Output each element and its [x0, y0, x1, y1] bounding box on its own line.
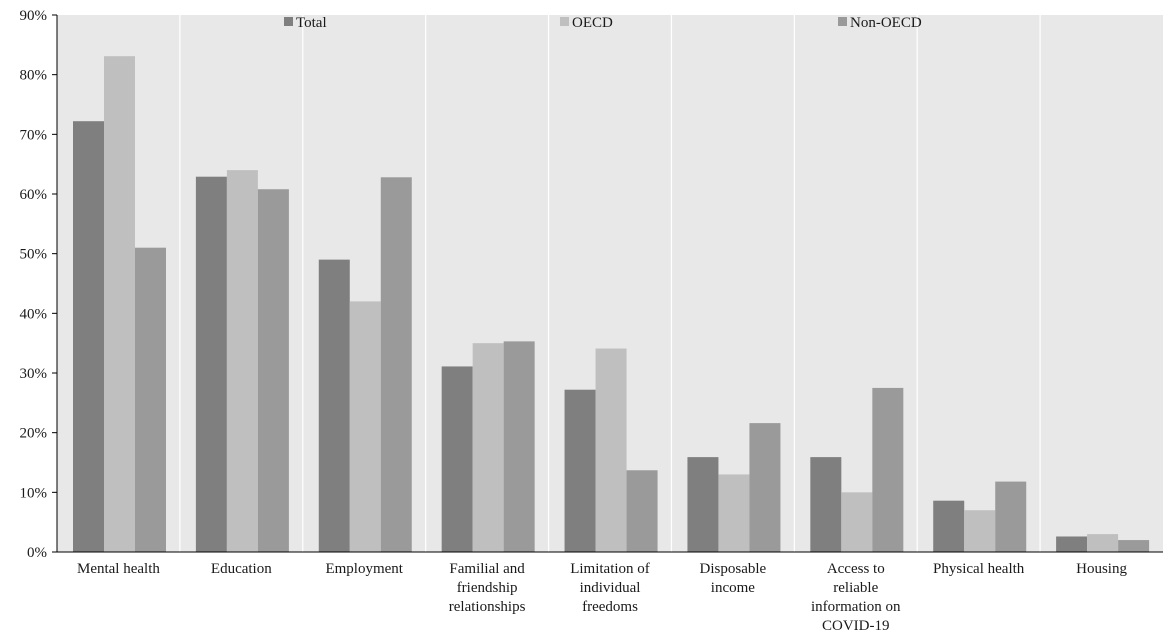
bar-oecd-8 — [1087, 534, 1119, 552]
y-tick-label: 80% — [20, 68, 48, 84]
y-tick-label: 50% — [20, 247, 48, 263]
legend-label: Total — [296, 15, 327, 31]
x-tick-label: Mental health — [77, 561, 160, 577]
bar-non-oecd-5 — [749, 423, 781, 552]
bar-non-oecd-8 — [1118, 540, 1150, 552]
legend-label: OECD — [572, 15, 613, 31]
bar-oecd-2 — [349, 301, 381, 552]
bar-total-8 — [1056, 536, 1088, 552]
legend-swatch-non-oecd — [838, 17, 847, 26]
x-tick-label: Education — [211, 561, 272, 577]
y-tick-label: 20% — [20, 426, 48, 442]
x-tick-label: Limitation of individual freedoms — [570, 561, 650, 615]
legend-label: Non-OECD — [850, 15, 922, 31]
bar-oecd-3 — [472, 343, 504, 552]
y-tick-label: 30% — [20, 366, 48, 382]
bars — [73, 56, 1150, 553]
bar-total-7 — [933, 500, 965, 552]
bar-non-oecd-3 — [503, 341, 535, 552]
bar-non-oecd-0 — [135, 247, 166, 552]
bar-oecd-0 — [104, 56, 135, 553]
category-separators — [179, 15, 1041, 552]
bar-non-oecd-4 — [626, 470, 658, 552]
legend-swatch-total — [284, 17, 293, 26]
bar-non-oecd-7 — [995, 481, 1027, 552]
bar-total-6 — [810, 457, 842, 552]
y-tick-label: 40% — [20, 306, 48, 322]
x-tick-label: Employment — [325, 561, 403, 577]
x-tick-label: Access to reliable information on COVID-19 — [811, 561, 901, 634]
bar-oecd-5 — [718, 474, 750, 552]
x-tick-label: Familial and friendship relationships — [449, 561, 526, 615]
y-tick-label: 10% — [20, 485, 48, 501]
bar-non-oecd-6 — [872, 387, 904, 552]
bar-total-1 — [195, 176, 227, 553]
bar-non-oecd-1 — [257, 189, 289, 552]
x-tick-label: Physical health — [933, 561, 1025, 577]
x-tick-label: Housing — [1076, 561, 1127, 577]
bar-oecd-4 — [595, 348, 627, 552]
y-axis-ticks: 0% 10% 20% 30% 40% 50% 60% 70% 80% 90% — [20, 8, 57, 561]
legend-swatch-oecd — [560, 17, 569, 26]
x-tick-label: Disposable income — [700, 561, 767, 596]
y-tick-label: 70% — [20, 127, 48, 143]
bar-total-3 — [441, 366, 473, 552]
bar-total-4 — [564, 389, 596, 552]
bar-oecd-6 — [841, 492, 873, 552]
bar-oecd-1 — [226, 170, 258, 552]
y-tick-label: 0% — [27, 545, 47, 561]
legend: Total OECD Non-OECD — [284, 15, 922, 31]
y-tick-label: 90% — [20, 8, 48, 24]
x-axis-labels: Mental health Education Employment Familial… — [77, 561, 1127, 634]
bar-total-2 — [318, 259, 350, 552]
y-tick-label: 60% — [20, 187, 48, 203]
bar-total-0 — [73, 121, 104, 552]
bar-total-5 — [687, 457, 719, 552]
bar-oecd-7 — [964, 510, 996, 552]
axes — [56, 15, 1163, 553]
bar-non-oecd-2 — [380, 177, 412, 552]
